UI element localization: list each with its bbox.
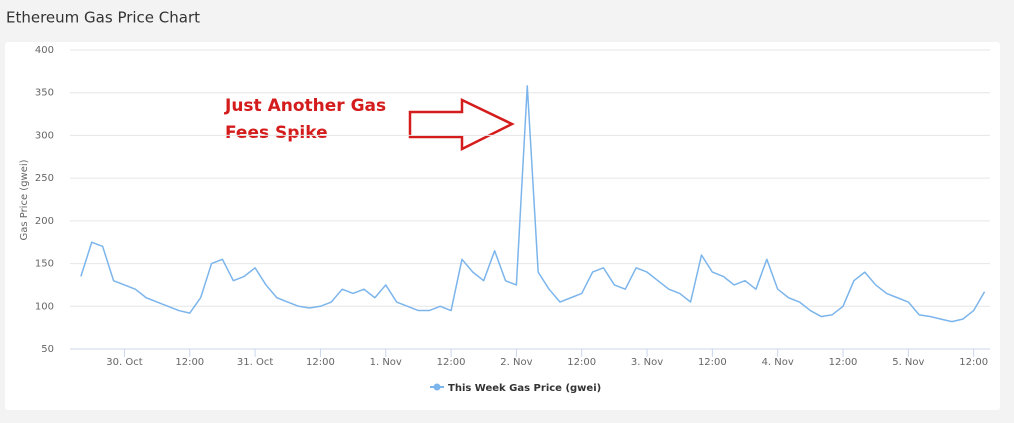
y-axis-label: Gas Price (gwei): [19, 159, 30, 240]
y-tick-label: 300: [35, 130, 54, 141]
x-tick-label: 30. Oct: [106, 357, 142, 368]
x-tick-label: 12:00: [829, 357, 858, 368]
x-tick-label: 12:00: [306, 357, 335, 368]
y-tick-label: 100: [35, 301, 54, 312]
legend-label: This Week Gas Price (gwei): [448, 383, 601, 394]
x-tick-label: 1. Nov: [370, 357, 402, 368]
x-tick-label: 2. Nov: [500, 357, 532, 368]
card: [5, 42, 1000, 410]
y-tick-label: 200: [35, 216, 54, 227]
y-tick-label: 50: [41, 344, 54, 355]
legend: This Week Gas Price (gwei): [430, 383, 601, 394]
page-title: Ethereum Gas Price Chart: [6, 9, 200, 27]
y-tick-label: 250: [35, 173, 54, 184]
x-tick-label: 5. Nov: [892, 357, 924, 368]
annotation: Just Another Gas: [224, 96, 386, 116]
annotation: Fees Spike: [225, 123, 328, 143]
x-tick-label: 12:00: [567, 357, 596, 368]
x-tick-label: 3. Nov: [631, 357, 663, 368]
arrow: [408, 98, 515, 152]
y-tick-label: 400: [35, 45, 54, 56]
x-tick-label: 12:00: [959, 357, 988, 368]
x-tick-label: 12:00: [698, 357, 727, 368]
x-tick-label: 12:00: [437, 357, 466, 368]
x-tick-label: 12:00: [175, 357, 204, 368]
x-tick-label: 31. Oct: [237, 357, 273, 368]
x-tick-label: 4. Nov: [762, 357, 794, 368]
legend-marker: [433, 383, 441, 391]
y-tick-label: 350: [35, 88, 54, 99]
line: [80, 85, 986, 323]
y-tick-label: 150: [35, 259, 54, 270]
